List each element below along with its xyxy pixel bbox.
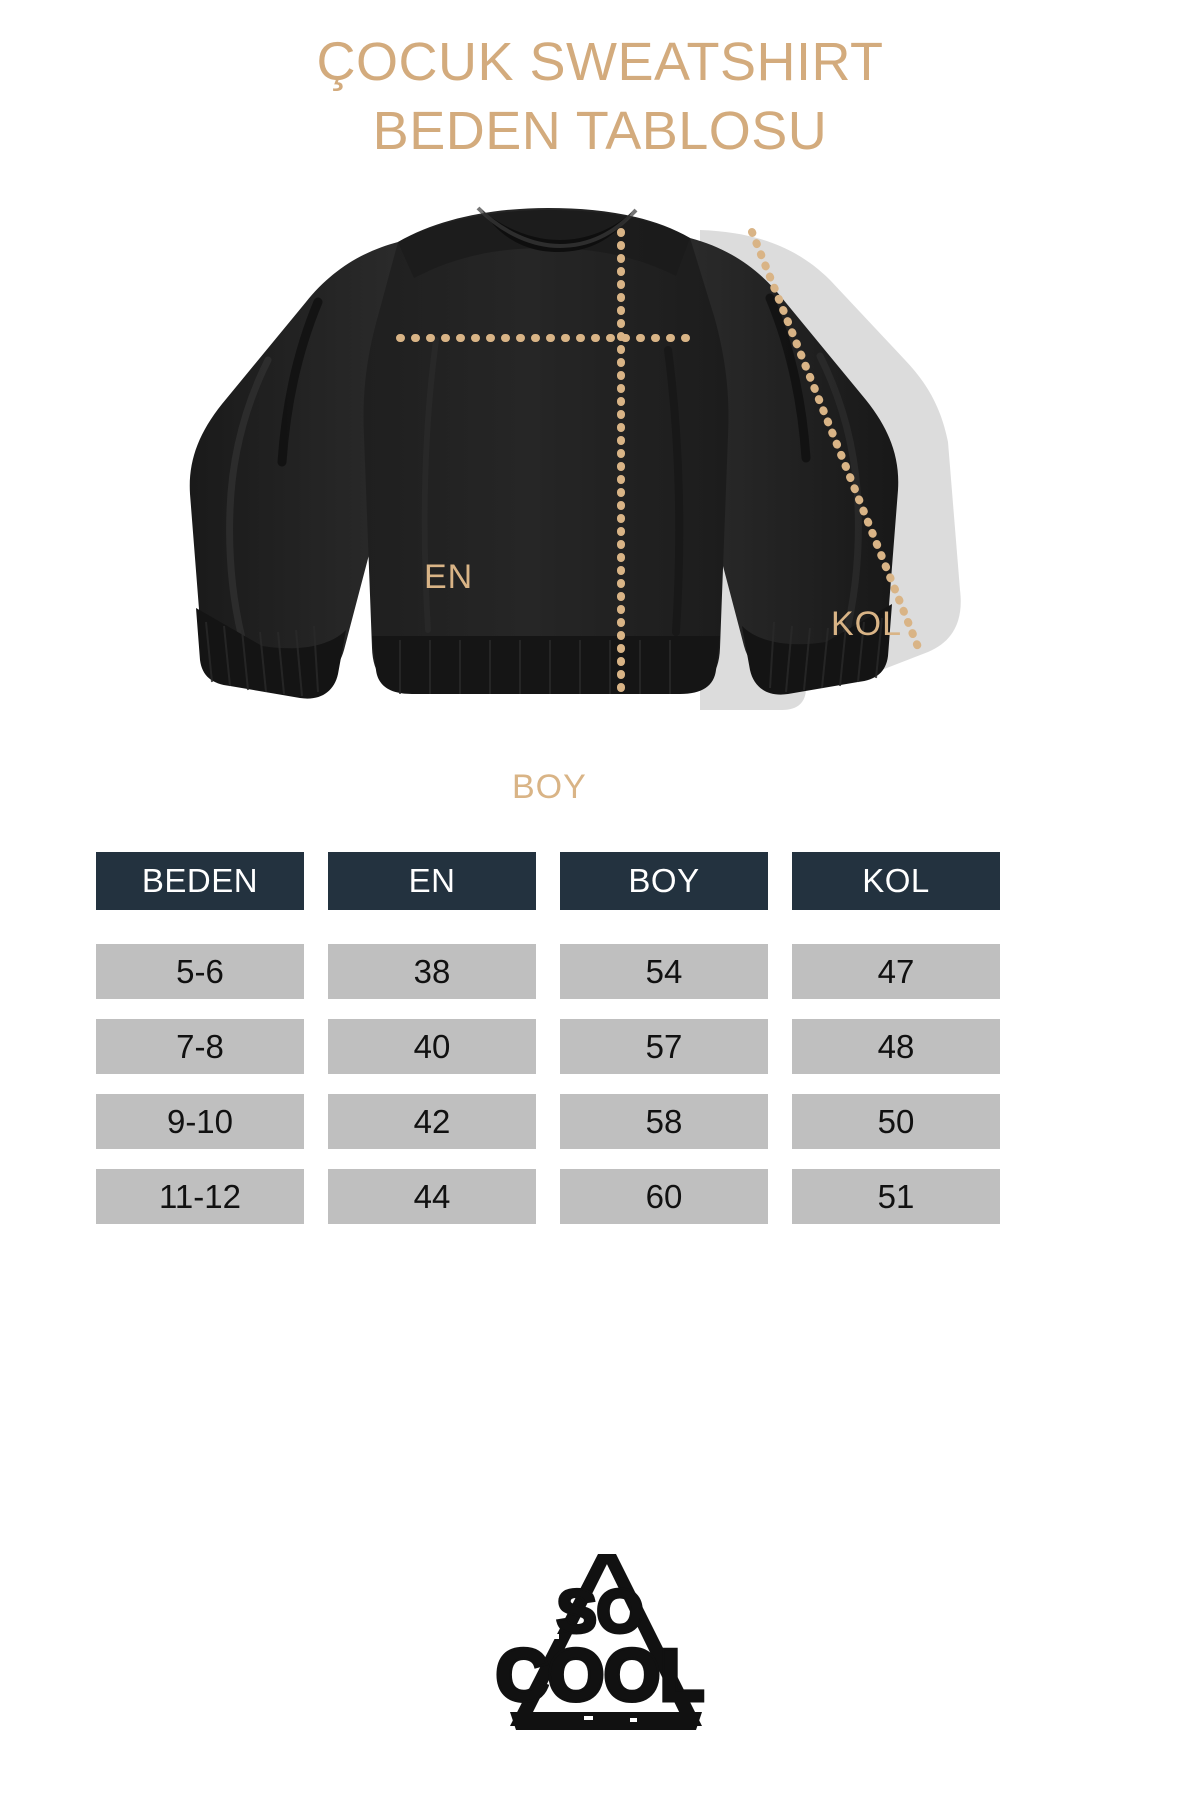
sleeve-guide-dotted-line <box>748 228 924 656</box>
logo-triangle-icon <box>510 1554 702 1730</box>
cell-beden: 11-12 <box>96 1169 304 1224</box>
page-title-line-1: ÇOCUK SWEATSHIRT <box>316 32 884 92</box>
table-row: 7-8 40 57 48 <box>96 1019 1106 1074</box>
logo-text-so: SO <box>557 1578 644 1645</box>
cell-kol: 51 <box>792 1169 1000 1224</box>
left-sleeve <box>189 242 420 699</box>
table-row: 9-10 42 58 50 <box>96 1094 1106 1149</box>
cell-beden: 7-8 <box>96 1019 304 1074</box>
cell-en: 40 <box>328 1019 536 1074</box>
cell-en: 44 <box>328 1169 536 1224</box>
sweatshirt-svg <box>189 206 961 710</box>
cell-boy: 57 <box>560 1019 768 1074</box>
right-sleeve <box>668 238 899 695</box>
cell-boy: 54 <box>560 944 768 999</box>
column-header-boy: BOY <box>560 852 768 910</box>
page-title-line-2: BEDEN TABLOSU <box>372 101 828 162</box>
cell-boy: 58 <box>560 1094 768 1149</box>
size-chart-table: BEDEN EN BOY KOL 5-6 38 54 47 7-8 40 57 … <box>96 852 1106 1244</box>
cell-boy: 60 <box>560 1169 768 1224</box>
brand-logo: SO COOL <box>0 1540 1200 1765</box>
length-guide-label: BOY <box>512 768 587 806</box>
table-row: 5-6 38 54 47 <box>96 944 1106 999</box>
cell-beden: 5-6 <box>96 944 304 999</box>
width-guide-label: EN <box>424 558 474 596</box>
sleeve-guide-label: KOL <box>831 605 903 643</box>
cell-kol: 47 <box>792 944 1000 999</box>
cell-en: 38 <box>328 944 536 999</box>
cell-en: 42 <box>328 1094 536 1149</box>
cell-beden: 9-10 <box>96 1094 304 1149</box>
so-cool-logo-svg: SO COOL <box>494 1554 706 1730</box>
table-header-row: BEDEN EN BOY KOL <box>96 852 1106 910</box>
cell-kol: 48 <box>792 1019 1000 1074</box>
column-header-en: EN <box>328 852 536 910</box>
column-header-kol: KOL <box>792 852 1000 910</box>
garment-body <box>363 206 729 694</box>
cell-kol: 50 <box>792 1094 1000 1149</box>
logo-text-cool: COOL <box>496 1636 704 1716</box>
table-row: 11-12 44 60 51 <box>96 1169 1106 1224</box>
page-title: ÇOCUK SWEATSHIRT BEDEN TABLOSU <box>0 28 1200 166</box>
sweatshirt-illustration: EN BOY KOL <box>0 190 1200 806</box>
column-header-beden: BEDEN <box>96 852 304 910</box>
